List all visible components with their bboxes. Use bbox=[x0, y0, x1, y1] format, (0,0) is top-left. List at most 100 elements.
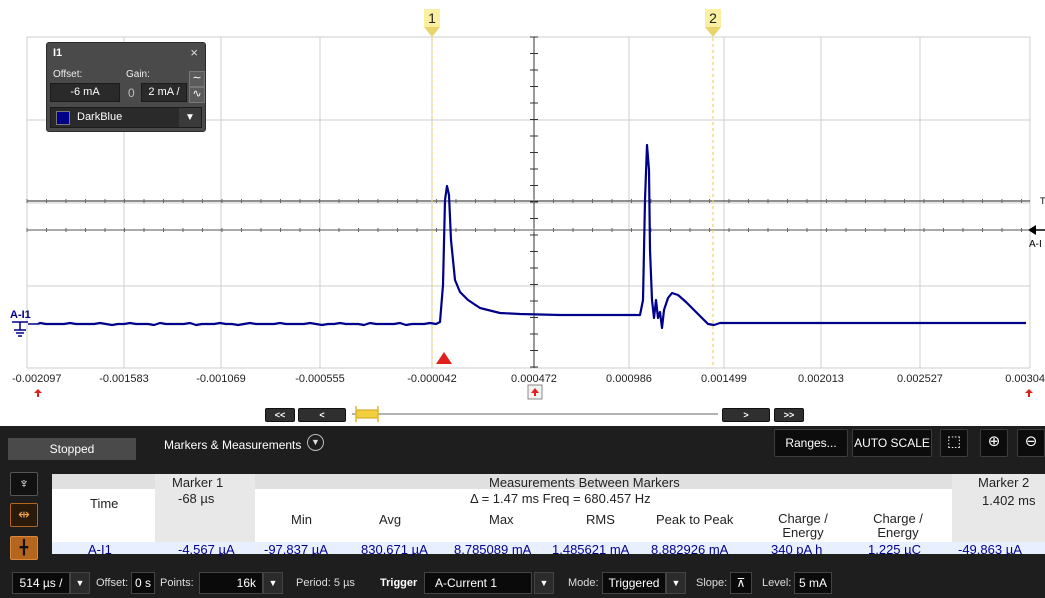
col-peak-to-peak: Peak to Peak bbox=[656, 512, 734, 527]
x-tick-label: 0.002527 bbox=[897, 373, 943, 385]
col-charge-energy-2: Charge / Energy bbox=[873, 511, 923, 540]
col-rms: RMS bbox=[586, 512, 615, 527]
marker1-time: -68 µs bbox=[178, 491, 215, 506]
timebase-select[interactable]: 514 µs / bbox=[12, 572, 70, 594]
points-select[interactable]: 16k bbox=[199, 572, 263, 594]
ac-coupling-icon[interactable]: ∼ bbox=[189, 71, 205, 87]
x-tick-label: 0.00304 bbox=[1005, 373, 1045, 385]
zero-offset-icon[interactable]: 0 bbox=[128, 86, 135, 100]
x-tick-label: 0.000986 bbox=[606, 373, 652, 385]
points-label: Points: bbox=[160, 577, 194, 589]
row-channel-name: A-I1 bbox=[88, 542, 112, 557]
measurements-table: Marker 1 Measurements Between Markers Ma… bbox=[52, 474, 1045, 557]
trigger-label: Trigger bbox=[380, 577, 418, 589]
chevron-down-icon[interactable]: ▼ bbox=[534, 572, 554, 594]
time-label: Time bbox=[90, 496, 119, 511]
scroll-next-button[interactable]: > bbox=[722, 408, 770, 422]
chevron-down-icon: ▼ bbox=[179, 108, 201, 127]
row-max: 8.785089 mA bbox=[454, 542, 532, 557]
left-scroll-arrow-icon[interactable] bbox=[34, 389, 42, 397]
x-tick-label: 0.000472 bbox=[511, 373, 557, 385]
close-icon[interactable]: × bbox=[190, 45, 198, 60]
col-min: Min bbox=[291, 512, 312, 527]
color-select[interactable]: DarkBlue ▼ bbox=[50, 107, 202, 128]
center-arrow-icon bbox=[531, 388, 539, 396]
acquisition-status: Stopped bbox=[8, 438, 136, 460]
col-avg: Avg bbox=[379, 512, 402, 527]
slope-label: Slope: bbox=[696, 577, 728, 589]
channel-settings-panel[interactable]: I1 × Offset: Gain: -6 mA 0 2 mA / ∼ ∿ Da… bbox=[46, 42, 206, 132]
offset-label: Offset: bbox=[53, 69, 83, 80]
scroll-prev-button[interactable]: < bbox=[298, 408, 346, 422]
channel-trace bbox=[37, 143, 1026, 330]
color-swatch bbox=[56, 111, 70, 125]
chevron-down-icon[interactable]: ▼ bbox=[263, 572, 283, 594]
delta-freq: Δ = 1.47 ms Freq = 680.457 Hz bbox=[470, 491, 651, 506]
scroll-last-button[interactable]: >> bbox=[774, 408, 804, 422]
marker-2-label: 2 bbox=[709, 10, 717, 26]
x-tick-label: -0.001069 bbox=[196, 373, 246, 385]
panel-title: Markers & Measurements bbox=[164, 438, 302, 452]
row-rms: 1.485621 mA bbox=[552, 542, 630, 557]
dc-coupling-icon[interactable]: ∿ bbox=[189, 87, 205, 103]
offset-input[interactable]: 0 s bbox=[131, 572, 155, 594]
chevron-down-icon[interactable]: ▼ bbox=[666, 572, 686, 594]
row-marker2-value: -49.863 µA bbox=[958, 542, 1022, 557]
x-tick-label: -0.000042 bbox=[407, 373, 457, 385]
chevron-down-icon[interactable]: ▼ bbox=[70, 572, 90, 594]
data-row-bg bbox=[52, 542, 1045, 554]
right-scroll-arrow-icon[interactable] bbox=[1025, 389, 1033, 397]
status-bar: 514 µs / ▼ Offset: 0 s Points: 16k ▼ Per… bbox=[0, 568, 1045, 598]
ground-icon bbox=[12, 321, 28, 337]
marker2-header: Marker 2 bbox=[978, 475, 1030, 490]
channel-panel-title: I1 bbox=[53, 47, 63, 59]
marker-1-arrow[interactable] bbox=[424, 27, 440, 37]
chevron-down-icon[interactable]: ▼ bbox=[307, 434, 324, 451]
marker1-header: Marker 1 bbox=[172, 475, 224, 490]
marker-1-label: 1 bbox=[428, 10, 436, 26]
row-min: -97.837 µA bbox=[264, 542, 328, 557]
zoom-in-icon[interactable]: ⊕ bbox=[980, 429, 1008, 457]
x-tick-labels: -0.002097 -0.001583 -0.001069 -0.000555 -0.0… bbox=[12, 373, 1045, 385]
marker-1-handle[interactable] bbox=[424, 9, 440, 27]
gain-field[interactable]: 2 mA / bbox=[141, 83, 187, 102]
level-input[interactable]: 5 mA bbox=[794, 572, 832, 594]
trigger-source-select[interactable]: A-Current 1 bbox=[424, 572, 532, 594]
marker1-column-bg bbox=[155, 474, 255, 542]
x-tick-label: 0.001499 bbox=[701, 373, 747, 385]
center-axis-ticks bbox=[26, 36, 1022, 368]
ranges-button[interactable]: Ranges... bbox=[774, 429, 848, 457]
probe-icon[interactable]: ♆ bbox=[10, 472, 38, 496]
row-charge-1: 340 pA h bbox=[771, 542, 823, 557]
mode-select[interactable]: Triggered bbox=[602, 572, 666, 594]
rising-slope-icon[interactable]: ⊼ bbox=[730, 572, 752, 594]
marker2-time: 1.402 ms bbox=[982, 493, 1036, 508]
mode-label: Mode: bbox=[568, 577, 599, 589]
offset-field[interactable]: -6 mA bbox=[50, 83, 120, 102]
channel-ground-label[interactable]: A-I1 bbox=[10, 309, 31, 321]
grid-tool-icon[interactable]: ╋ bbox=[10, 536, 38, 560]
level-label: Level: bbox=[762, 577, 792, 589]
plot-area[interactable]: 1 2 A-I1 T A-I -0.002097 -0.001583 -0.0010… bbox=[0, 0, 1045, 426]
x-tick-label: -0.000555 bbox=[295, 373, 345, 385]
row-marker1-value: -4.567 µA bbox=[178, 542, 235, 557]
trigger-position-icon[interactable] bbox=[436, 352, 452, 364]
time-scroll-thumb[interactable] bbox=[355, 409, 379, 419]
marker-tool-icon[interactable]: ⇹ bbox=[10, 503, 38, 527]
right-channel-label: A-I bbox=[1029, 239, 1042, 250]
trigger-level-arrow-icon[interactable] bbox=[1028, 225, 1036, 235]
zoom-region-icon[interactable]: ⬚ bbox=[940, 429, 968, 457]
scroll-first-button[interactable]: << bbox=[265, 408, 295, 422]
auto-scale-button[interactable]: AUTO SCALE bbox=[852, 429, 932, 457]
marker-2-handle[interactable] bbox=[705, 9, 721, 27]
color-select-value: DarkBlue bbox=[77, 111, 123, 123]
offset-label: Offset: bbox=[96, 577, 129, 589]
zoom-out-icon[interactable]: ⊖ bbox=[1017, 429, 1045, 457]
marker-2-arrow[interactable] bbox=[705, 27, 721, 37]
gain-label: Gain: bbox=[126, 69, 150, 80]
right-trigger-label: T bbox=[1040, 196, 1045, 206]
marker2-column-bg bbox=[952, 474, 1045, 542]
row-charge-2: 1.225 µC bbox=[868, 542, 922, 557]
waveform-chart[interactable]: 1 2 A-I1 T A-I -0.002097 -0.001583 -0.0010… bbox=[0, 0, 1045, 426]
period-label: Period: 5 µs bbox=[296, 577, 355, 589]
